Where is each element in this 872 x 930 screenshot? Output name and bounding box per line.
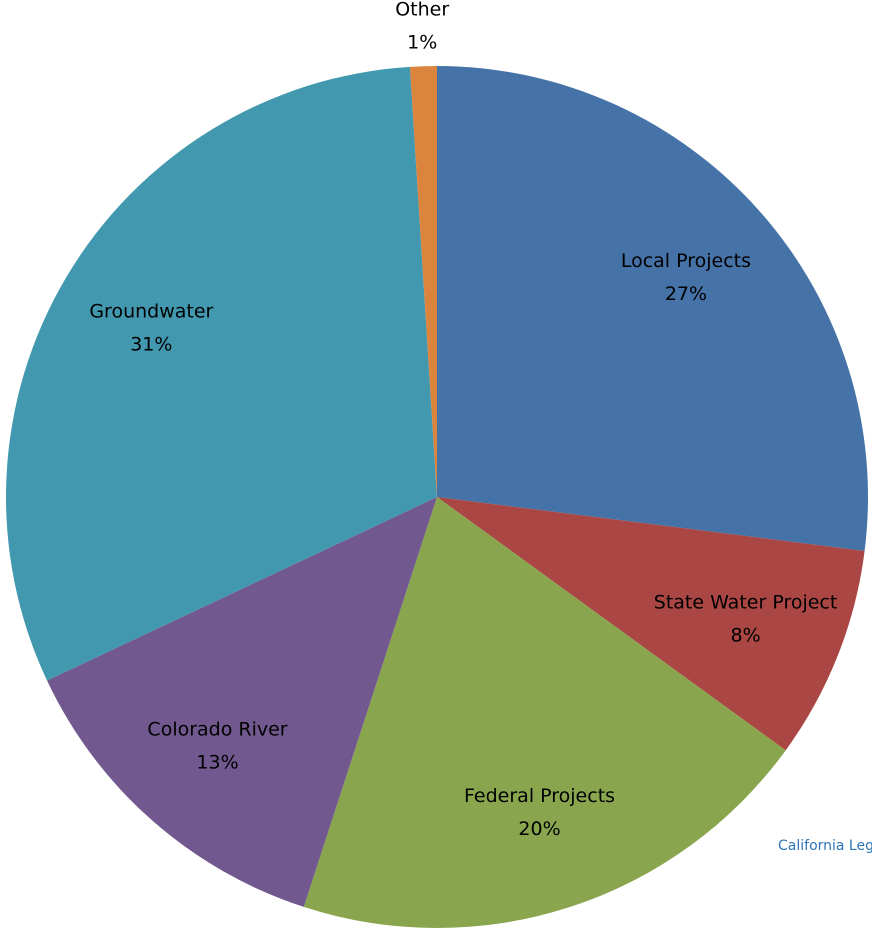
slice-label: Federal Projects [464,785,615,807]
slice-value: 13% [196,751,238,773]
slice-value: 1% [407,32,437,54]
slice-value: 8% [730,625,760,647]
slice-label: State Water Project [654,592,838,614]
pie-slice [6,66,437,681]
pie-slice [437,497,865,751]
slice-label: Local Projects [621,250,751,272]
slice-value: 27% [665,283,707,305]
pie-slice [47,497,438,907]
slice-label: Groundwater [89,301,213,323]
source-note: California Legi [778,838,872,854]
slice-label: Other [395,0,449,21]
pie-slice [303,497,786,928]
slice-value: 20% [518,818,560,840]
pie-slice [409,66,437,497]
slice-label: Colorado River [147,718,287,740]
slice-value: 31% [130,334,172,356]
pie-slice [437,66,869,552]
